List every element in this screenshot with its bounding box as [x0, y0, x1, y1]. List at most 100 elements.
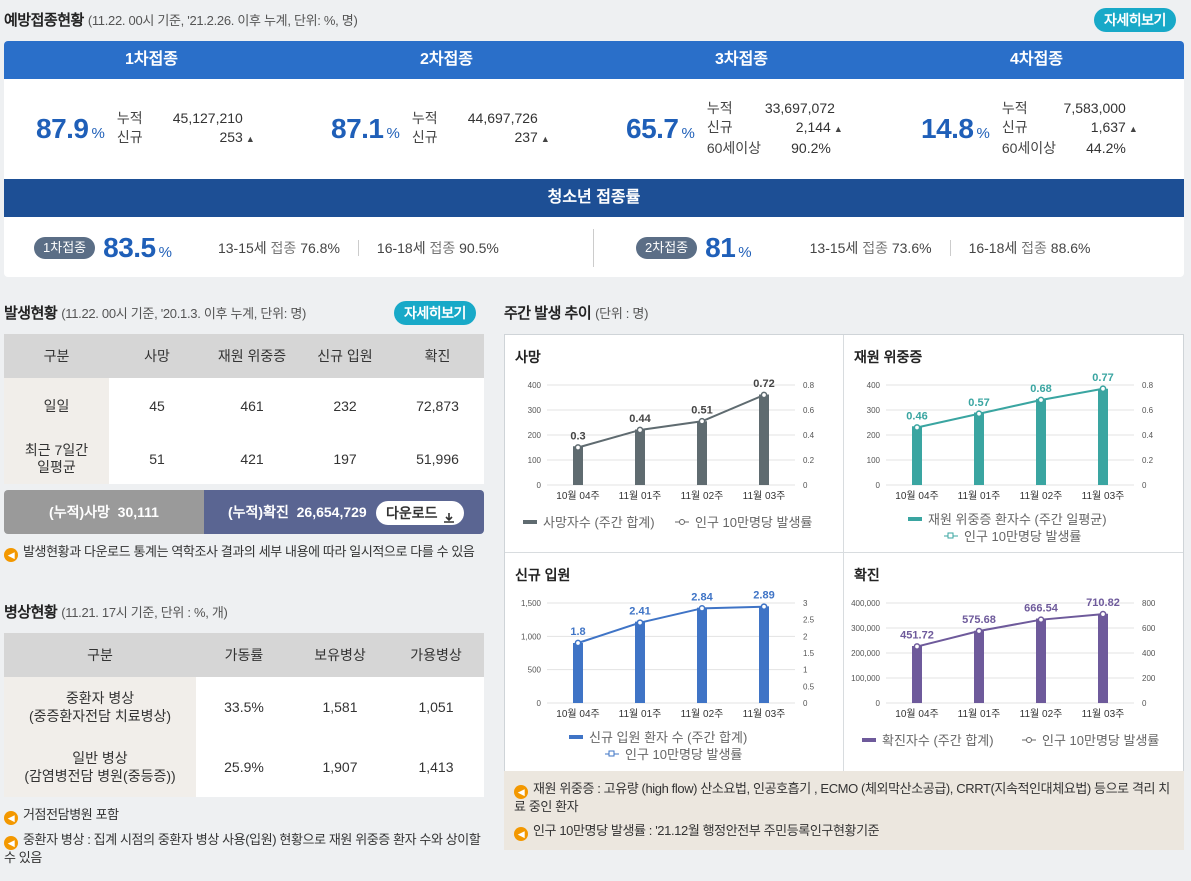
- dose-stat-row: 60세이상 90.2%: [707, 139, 843, 158]
- cell: 461: [205, 378, 299, 434]
- x-tick-label: 11월 03주: [1082, 708, 1125, 720]
- teen-first-unit: %: [158, 243, 172, 261]
- bar: [1036, 618, 1046, 703]
- cell: 45: [109, 378, 205, 434]
- dose-4-title: 4차접종: [1009, 51, 1064, 68]
- stat-value: 1,637: [1090, 119, 1126, 135]
- rate-point: [913, 424, 921, 431]
- data-label: 0.57: [968, 397, 989, 409]
- vaccination-header: 예방접종현황 (11.22. 00시 기준, '21.2.26. 이후 누계, 단…: [4, 9, 358, 30]
- bar: [697, 421, 707, 485]
- y2-tick-label: 0.6: [1142, 406, 1154, 415]
- dose-stat-row: 신규 253 ▲: [117, 128, 255, 149]
- rate-point: [913, 643, 921, 650]
- rate-line: [916, 613, 1104, 648]
- download-icon: [443, 507, 455, 531]
- bar: [974, 630, 984, 703]
- y2-tick-label: 1: [803, 666, 808, 675]
- vaccination-subtitle: (11.22. 00시 기준, '21.2.26. 이후 누계, 단위: %, …: [87, 13, 358, 28]
- stat-key: 신규: [411, 129, 438, 145]
- stat-key: 60세이상: [706, 140, 762, 156]
- bar: [573, 446, 583, 485]
- x-tick-label: 10월 04주: [895, 490, 938, 502]
- occurrence-detail-button[interactable]: 자세히보기: [394, 301, 476, 325]
- data-label: 710.82: [1086, 597, 1120, 609]
- y-tick-label: 0: [876, 481, 881, 490]
- y2-tick-label: 0: [803, 481, 808, 490]
- download-button[interactable]: 다운로드: [376, 501, 464, 525]
- speaker-icon: ◀: [4, 548, 18, 562]
- legend-rate-label: 인구 10만명당 발생률: [625, 747, 742, 762]
- y-tick-label: 1,500: [521, 599, 542, 608]
- x-tick-label: 11월 03주: [743, 708, 786, 720]
- dose-rate-unit: %: [91, 125, 105, 142]
- stat-value: 2,144: [795, 119, 831, 135]
- cell: 1,051: [388, 677, 484, 737]
- beds-subtitle: (11.21. 17시 기준, 단위 : %, 개): [61, 605, 228, 620]
- x-tick-label: 11월 01주: [958, 490, 1001, 502]
- row-label: 최근 7일간 일평균: [4, 434, 109, 484]
- table-row: 일일 45 461 232 72,873: [4, 378, 484, 434]
- cell: 51: [109, 434, 205, 484]
- up-arrow-icon: ▲: [245, 134, 255, 144]
- weekly-note-1: ◀ 재원 위중증 : 고유량 (high flow) 산소요법, 인공호흡기 , …: [514, 781, 1170, 814]
- y2-tick-label: 0.2: [803, 456, 815, 465]
- occurrence-title: 발생현황: [4, 305, 58, 322]
- weekly-chart-panel: 사망 0 100 200 300 400 0 0.2 0.4 0.6 0.8 10월 04주 11월 …: [504, 334, 1184, 850]
- col-header: 신규 입원: [299, 334, 391, 378]
- dose-1-title: 1차접종: [124, 51, 179, 68]
- up-arrow-icon: ▲: [1128, 124, 1138, 134]
- cell: 1,581: [292, 677, 388, 737]
- bar: [697, 607, 707, 703]
- legend-bar-label: 재원 위중증 환자수 (주간 일평균): [928, 512, 1107, 527]
- y2-tick-label: 0.6: [803, 406, 815, 415]
- x-tick-label: 11월 03주: [743, 490, 786, 502]
- data-label: 2.41: [629, 606, 650, 618]
- y2-tick-label: 400: [1142, 649, 1156, 658]
- teen-second-b: 16-18세 접종 88.6%: [968, 240, 1091, 256]
- y-tick-label: 200,000: [851, 649, 880, 658]
- dose-3-title: 3차접종: [714, 51, 769, 68]
- legend-bar-swatch: [862, 738, 876, 742]
- y-tick-label: 0: [537, 481, 542, 490]
- data-label: 0.72: [753, 378, 774, 390]
- col-header: 사망: [109, 334, 205, 378]
- col-header: 가용병상: [388, 633, 484, 677]
- dose-stat-row: 누적 7,583,000: [1002, 99, 1138, 118]
- teen-second-a: 13-15세 접종 73.6%: [809, 240, 932, 256]
- dose-stats: 누적 33,697,072 신규 2,144 ▲ 60세이상 90.2%: [707, 99, 843, 158]
- data-label: 0.68: [1030, 383, 1051, 395]
- teen-first-rate: 83.5: [103, 232, 156, 263]
- download-label: 다운로드: [386, 505, 438, 521]
- legend: 신규 입원 환자 수 (주간 합계) 인구 10만명당 발생률: [569, 730, 747, 762]
- beds-note-1: ◀ 거점전담병원 포함: [4, 807, 484, 825]
- bar: [759, 394, 769, 485]
- row-label: 중환자 병상 (중증환자전담 치료병상): [4, 677, 196, 737]
- x-tick-label: 11월 01주: [619, 708, 662, 720]
- data-label: 0.77: [1092, 372, 1113, 384]
- bar: [759, 606, 769, 703]
- vaccination-detail-button[interactable]: 자세히보기: [1094, 8, 1176, 32]
- stat-value: 33,697,072: [764, 100, 835, 116]
- stat-key: 신규: [116, 129, 143, 145]
- legend-bar-label: 확진자수 (주간 합계): [882, 733, 994, 748]
- dose-2-block: 87.1% 누적 44,697,726 신규 237 ▲: [331, 109, 550, 149]
- y2-tick-label: 200: [1142, 674, 1156, 683]
- y2-tick-label: 0.8: [1142, 381, 1154, 390]
- speaker-icon: ◀: [514, 827, 528, 841]
- col-header: 구분: [4, 633, 196, 677]
- col-header: 확진: [391, 334, 484, 378]
- rate-point: [760, 391, 768, 399]
- y-tick-label: 300: [867, 406, 881, 415]
- dose-rate-value: 65.7: [626, 112, 679, 144]
- stat-key: 60세이상: [1001, 140, 1057, 156]
- bar: [1098, 388, 1108, 485]
- table-row: 중환자 병상 (중증환자전담 치료병상) 33.5% 1,581 1,051: [4, 677, 484, 737]
- dose-stat-row: 누적 44,697,726: [412, 109, 550, 128]
- table-row: 최근 7일간 일평균 51 421 197 51,996: [4, 434, 484, 484]
- data-label: 0.44: [629, 413, 651, 425]
- dose-rate-value: 87.9: [36, 113, 89, 144]
- y-tick-label: 200: [528, 431, 542, 440]
- dose-rate: 87.9%: [36, 113, 105, 145]
- col-header: 가동률: [196, 633, 292, 677]
